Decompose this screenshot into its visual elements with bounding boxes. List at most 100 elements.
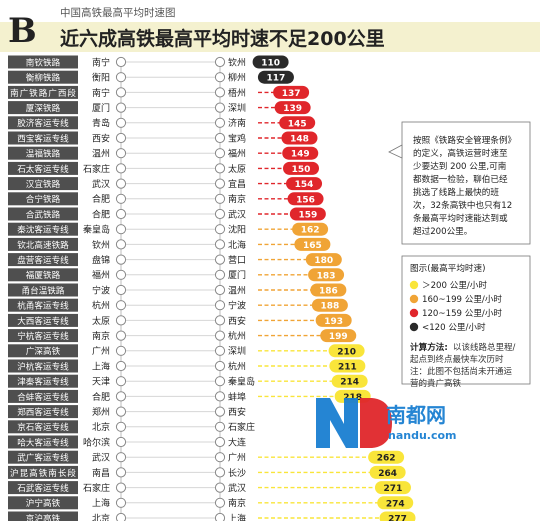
legend-swatch	[409, 322, 419, 332]
origin-station	[115, 239, 127, 250]
origin-station	[115, 512, 127, 521]
origin-station	[115, 56, 127, 68]
origin-station	[115, 452, 127, 463]
line-name: 甬台温铁路	[22, 284, 65, 296]
line-label-bg	[8, 55, 78, 69]
speed-value: 110	[261, 59, 280, 69]
line-label-bg	[8, 450, 78, 464]
note-box	[401, 121, 531, 245]
destination-station	[214, 224, 226, 235]
origin-station	[115, 436, 127, 448]
speed-pill	[369, 465, 406, 479]
speed-value: 162	[301, 226, 320, 236]
destination-city: 宁波	[228, 300, 246, 312]
legend-panel: 图示(最高平均时速) ＞200 公里/小时 160~199 公里/小时 120~15…	[401, 255, 531, 389]
destination-station	[214, 300, 226, 311]
origin-city: 天津	[92, 377, 110, 388]
line-label-bg	[8, 374, 78, 388]
line-label-bg	[8, 85, 78, 99]
origin-city: 合肥	[92, 391, 110, 403]
line-name: 西宝客运专线	[17, 132, 69, 144]
destination-station	[214, 406, 226, 417]
speed-pill	[279, 116, 316, 130]
speed-value: 264	[378, 469, 397, 479]
speed-pill	[328, 344, 365, 358]
line-label-bg	[8, 298, 78, 312]
speed-value: 218	[343, 393, 362, 403]
origin-city: 北京	[92, 512, 110, 521]
line-name: 秦沈客运专线	[17, 224, 69, 236]
destination-city: 济南	[228, 117, 246, 129]
line-label-bg	[8, 161, 78, 175]
speed-pill	[379, 511, 416, 521]
note-line: 都数据一检验，聊伯已经	[413, 173, 508, 185]
speed-pill	[287, 192, 324, 206]
origin-city: 温州	[92, 149, 110, 160]
line-name: 沪杭客运专线	[17, 360, 69, 372]
origin-city: 郑州	[92, 406, 110, 418]
origin-city: 南宁	[92, 56, 110, 68]
nd-logo-mark	[316, 398, 358, 448]
destination-city: 蚌埠	[228, 391, 246, 403]
destination-city: 秦皇岛	[228, 376, 255, 388]
method-title: 计算方法:	[410, 341, 448, 353]
line-name: 南广铁路广西段	[10, 87, 76, 99]
destination-station	[214, 239, 226, 250]
line-label-bg	[8, 481, 78, 495]
destination-city: 西安	[228, 406, 246, 418]
origin-city: 厦门	[92, 102, 110, 114]
line-name: 南钦铁路	[26, 56, 61, 68]
origin-station	[115, 178, 127, 189]
origin-city: 福州	[92, 269, 110, 281]
legend-items: ＞200 公里/小时 160~199 公里/小时 120~159 公里/小时 <120…	[409, 279, 502, 333]
destination-city: 营口	[228, 254, 246, 266]
line-label-bg	[8, 237, 78, 251]
speed-pill	[292, 222, 329, 236]
line-label-bg	[8, 70, 78, 84]
speed-value: 214	[340, 378, 359, 388]
line-label-bg	[8, 268, 78, 282]
destination-city: 深圳	[228, 103, 246, 114]
origin-city: 广州	[92, 345, 110, 357]
speed-pill	[311, 298, 348, 312]
destination-station	[214, 163, 226, 174]
legend-item-label: 120~159 公里/小时	[422, 307, 502, 319]
watermark-brand: 南都网	[386, 403, 446, 427]
speed-value: 271	[384, 484, 403, 494]
destination-city: 石家庄	[228, 421, 255, 433]
origin-station	[115, 330, 127, 341]
speed-value: 186	[319, 287, 338, 297]
speed-value: 137	[282, 89, 301, 99]
note-line: 挑选了线路上最快的班	[413, 186, 499, 198]
line-label-bg	[8, 313, 78, 327]
line-name: 津秦客运专线	[17, 376, 69, 388]
speed-value: 183	[317, 271, 336, 281]
destination-station	[214, 117, 226, 128]
chart-kicker: 中国高铁最高平均时速图	[60, 6, 176, 19]
destination-station	[214, 208, 226, 220]
destination-station	[214, 512, 226, 521]
origin-city: 太原	[92, 315, 110, 327]
origin-city: 武汉	[92, 178, 110, 190]
note-panel: 按照《铁路安全管理条例》 的定义，高铁运营时速至 少要达到 200 公里,可南 …	[388, 121, 531, 245]
speed-value: 159	[298, 211, 317, 221]
destination-station	[214, 56, 226, 68]
method-line: 以该线路总里程/	[453, 342, 516, 353]
origin-city: 南京	[92, 330, 110, 342]
destination-city: 太原	[228, 163, 246, 175]
line-name: 石武客运专线	[17, 482, 69, 494]
origin-city: 衡阳	[92, 72, 110, 84]
origin-city: 钦州	[92, 239, 110, 251]
destination-station	[214, 452, 226, 463]
speed-value: 117	[267, 74, 286, 84]
destination-city: 深圳	[228, 346, 246, 357]
origin-city: 合肥	[92, 208, 110, 220]
speed-value: 193	[324, 317, 343, 327]
origin-station	[115, 72, 127, 83]
line-label-bg	[8, 131, 78, 145]
line-name: 合宁铁路	[26, 193, 61, 205]
origin-city: 西安	[92, 132, 110, 144]
note-line: 按照《铁路安全管理条例》	[413, 134, 516, 146]
line-label-bg	[8, 344, 78, 358]
